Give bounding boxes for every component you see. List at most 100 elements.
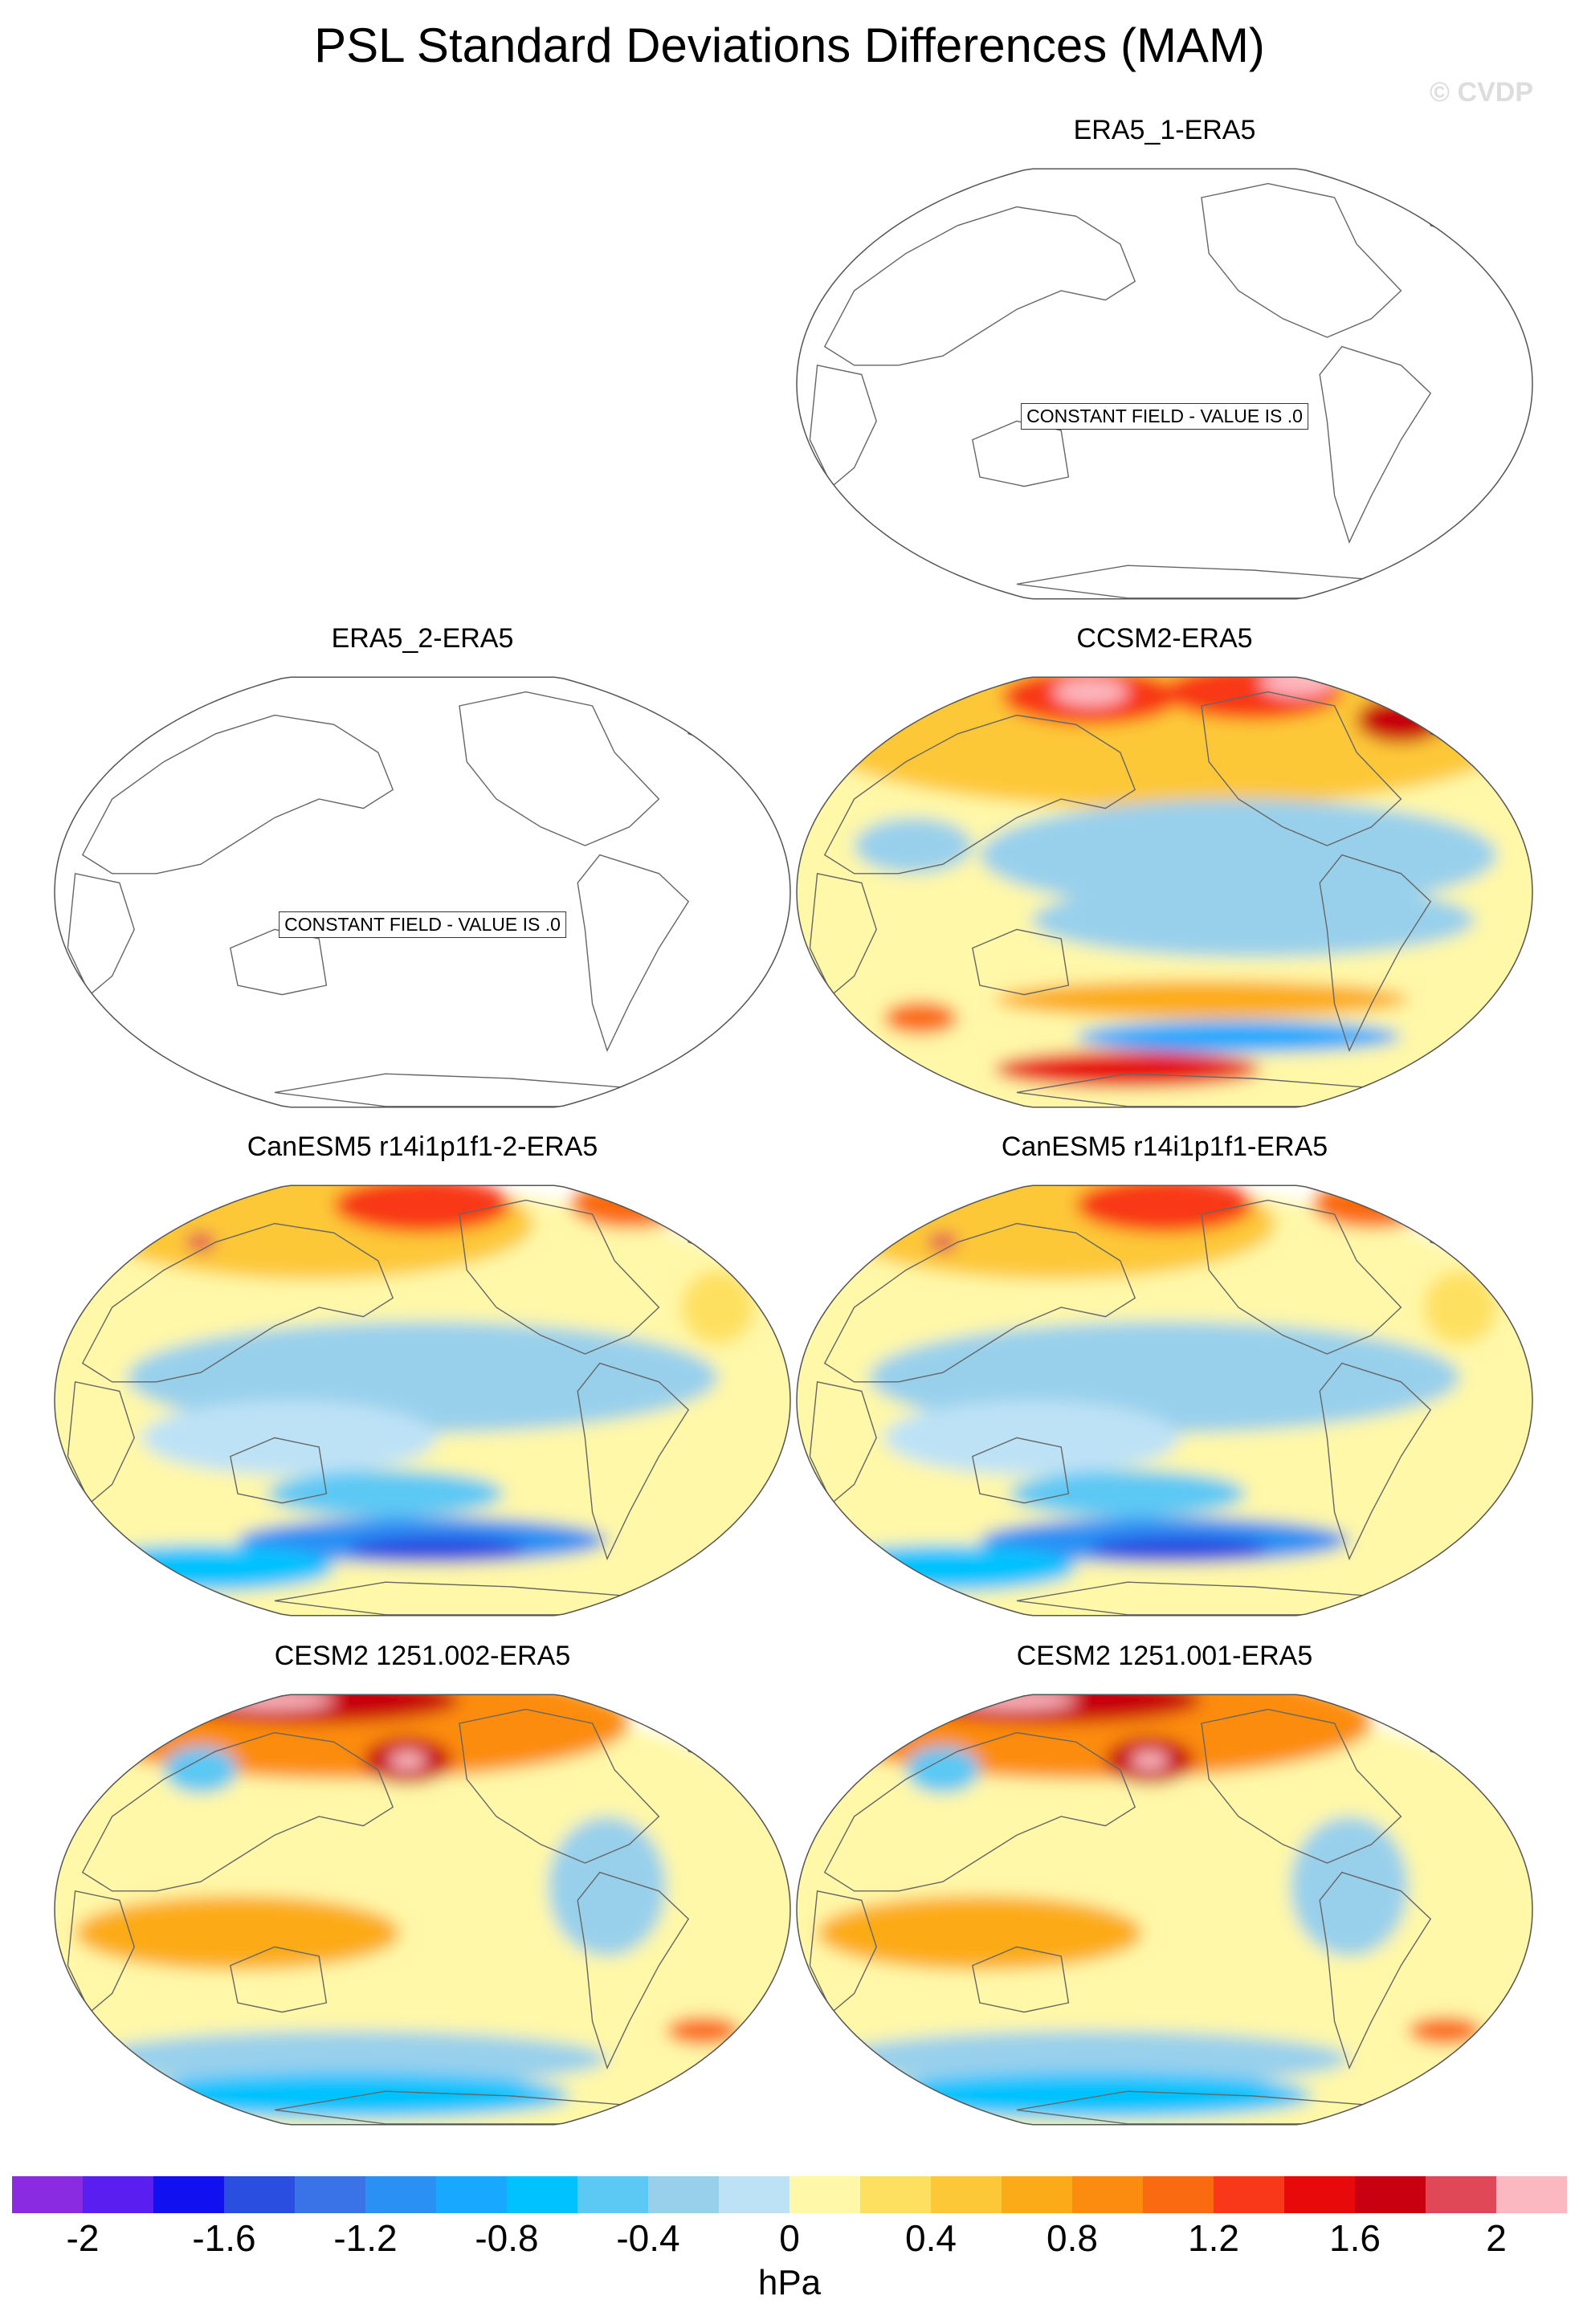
colorbar-segment: [12, 2176, 84, 2213]
panel-title: CESM2 1251.002-ERA5: [274, 1641, 571, 1671]
colorbar-tick-label: 1.6: [1329, 2217, 1381, 2259]
field-contour: [1312, 1185, 1431, 1229]
colorbar-segment: [436, 2176, 508, 2213]
colorbar-segment: [365, 2176, 437, 2213]
coastline: [81, 714, 394, 875]
colorbar-segment: [719, 2176, 790, 2213]
colorbar-segment: [1355, 2176, 1426, 2213]
field-contour: [1260, 677, 1335, 697]
colorbar-segment: [1002, 2176, 1073, 2213]
colorbar-tick-label: 0: [779, 2217, 800, 2259]
colorbar-segment: [931, 2176, 1002, 2213]
field-contour: [883, 1001, 958, 1034]
map-panel-era5-2: ERA5_2-ERA5 CONSTANT FIELD - VALUE IS .0: [53, 622, 792, 1136]
coastline: [1201, 1708, 1402, 1864]
field-contour: [1408, 2016, 1483, 2045]
field-layer: [797, 1694, 1532, 2125]
field-layer: [55, 1694, 790, 2125]
field-contour: [1290, 1816, 1409, 1956]
coastline: [809, 1890, 877, 2013]
field-contour: [1075, 1020, 1402, 1054]
colorbar-tick-label: -2: [66, 2217, 100, 2259]
colorbar-segment: [790, 2176, 861, 2213]
coastline: [823, 714, 1136, 875]
field-contour: [1009, 1470, 1246, 1517]
colorbar-segment: [648, 2176, 720, 2213]
coastline: [230, 1437, 328, 1504]
field-contour: [1357, 696, 1446, 744]
field-contour: [681, 1270, 755, 1345]
panel-title: CCSM2-ERA5: [1076, 623, 1253, 654]
coastline: [972, 420, 1070, 487]
colorbar-tick-label: -0.4: [616, 2217, 680, 2259]
map-panel-cesm2-002: CESM2 1251.002-ERA5: [53, 1640, 792, 2154]
colorbar-segment: [224, 2176, 296, 2213]
coastline: [67, 1890, 135, 2013]
field-contour: [75, 1895, 401, 1971]
coastline: [823, 1731, 1136, 1892]
field-contour: [883, 1401, 1180, 1475]
coastline: [809, 364, 877, 487]
colorbar-segment: [1143, 2176, 1214, 2213]
field-contour: [186, 1233, 216, 1252]
figure-title: PSL Standard Deviations Differences (MAM…: [314, 18, 1265, 72]
coastline: [577, 1362, 690, 1561]
coastline: [459, 1199, 660, 1355]
colorbar-segment: [295, 2176, 366, 2213]
coastline: [1319, 1871, 1432, 2070]
field-contour: [570, 1185, 689, 1229]
field-contour: [349, 1535, 526, 1564]
field-contour: [854, 817, 973, 874]
coastline: [823, 206, 1136, 366]
coastline: [577, 854, 690, 1053]
colorbar-segment: [153, 2176, 225, 2213]
panel-title: ERA5_1-ERA5: [1073, 115, 1256, 145]
map-outline: [54, 1694, 791, 2126]
map-outline: [54, 676, 791, 1108]
coastline: [230, 928, 328, 996]
colorbar-segment: [860, 2176, 932, 2213]
colorbar-tick-label: 0.8: [1047, 2217, 1098, 2259]
field-layer: [55, 677, 790, 1107]
map-frame: [796, 168, 1533, 600]
field-layer: [55, 1185, 790, 1616]
map-outline: [54, 1184, 791, 1617]
colorbar-segment: [1426, 2176, 1497, 2213]
map-field: [796, 1184, 1533, 1617]
map-field: [796, 676, 1533, 1108]
constant-field-label: CONSTANT FIELD - VALUE IS .0: [279, 911, 566, 938]
map-panel-ccsm2: CCSM2-ERA5: [795, 622, 1534, 1136]
coastline: [459, 1708, 660, 1864]
colorbar-tick-label: -0.8: [475, 2217, 539, 2259]
map-panel-era5-1: ERA5_1-ERA5 CONSTANT FIELD - VALUE IS .0: [795, 114, 1534, 628]
field-contour: [141, 1401, 438, 1475]
coastline: [81, 1222, 394, 1383]
map-panel-canesm5-2: CanESM5 r14i1p1f1-2-ERA5: [53, 1131, 792, 1645]
map-outline: [796, 1694, 1533, 2126]
field-contour: [928, 1233, 958, 1252]
colorbar-segment: [1496, 2176, 1567, 2213]
colorbar: [12, 2176, 1567, 2213]
panel-title: CanESM5 r14i1p1f1-2-ERA5: [247, 1131, 598, 1162]
field-contour: [994, 1050, 1261, 1088]
panel-title: CanESM5 r14i1p1f1-ERA5: [1001, 1131, 1328, 1162]
coastline: [1201, 691, 1402, 846]
field-contour: [1054, 678, 1128, 706]
colorbar-tick-label: -1.2: [333, 2217, 398, 2259]
map-outline: [796, 1184, 1533, 1617]
coastline: [230, 1946, 328, 2013]
colorbar-tick-label: 2: [1486, 2217, 1507, 2259]
coastline: [1201, 182, 1402, 338]
field-contour: [869, 2073, 1312, 2119]
field-contour: [832, 2030, 1349, 2087]
field-contour: [1131, 1751, 1169, 1770]
coastline: [67, 872, 135, 996]
colorbar-segment: [577, 2176, 649, 2213]
field-contour: [389, 1751, 426, 1770]
field-contour: [333, 1185, 512, 1233]
map-frame: [54, 676, 791, 1108]
map-panel-canesm5: CanESM5 r14i1p1f1-ERA5: [795, 1131, 1534, 1645]
colorbar-segment: [507, 2176, 578, 2213]
coastline: [809, 1380, 877, 1504]
field-contour: [666, 2016, 741, 2045]
